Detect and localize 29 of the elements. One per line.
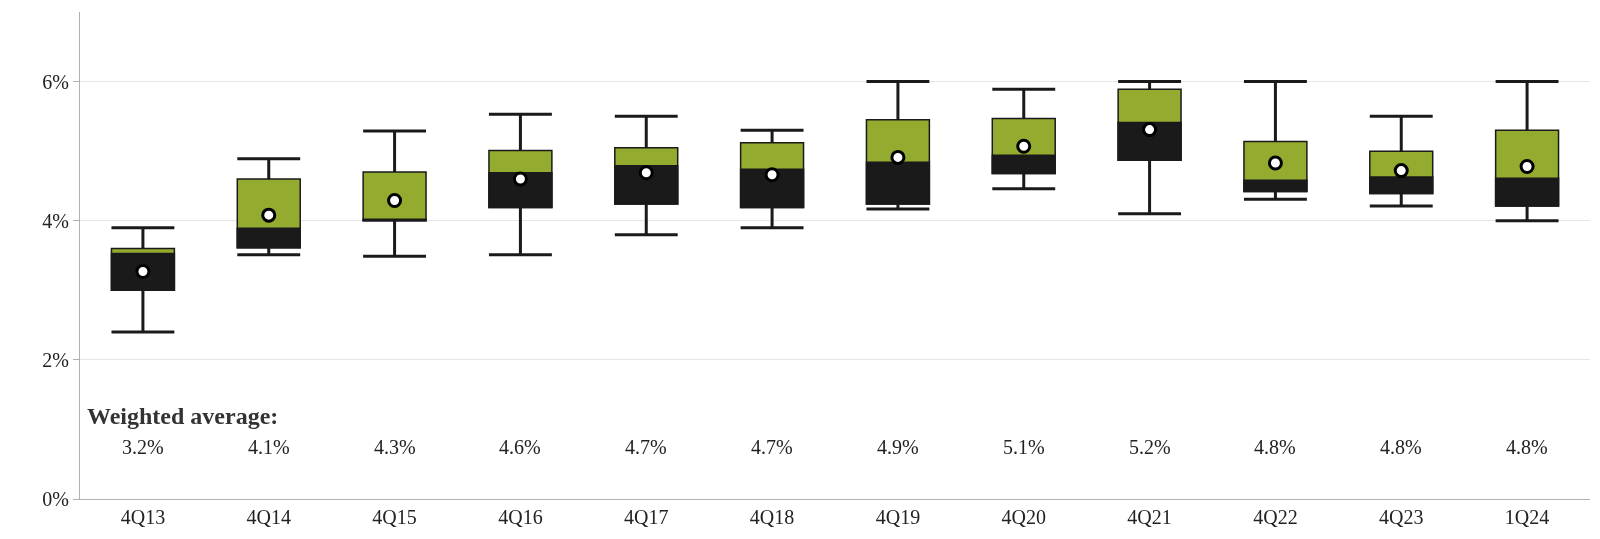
annotation: 4.1%	[248, 436, 290, 458]
y-tick-label: 4%	[42, 209, 69, 232]
annotation: 5.2%	[1129, 436, 1171, 458]
x-tick-label: 4Q23	[1379, 506, 1424, 528]
annotation: 5.1%	[1003, 436, 1045, 458]
annotation: Weighted average:	[87, 403, 279, 429]
x-tick-label: 4Q15	[372, 506, 417, 528]
x-tick-label: 1Q24	[1504, 506, 1550, 528]
x-tick-label: 4Q19	[875, 506, 921, 528]
x-tick-label: 4Q21	[1127, 506, 1172, 528]
y-tick-label: 0%	[42, 488, 69, 510]
annotation: 4.8%	[1380, 436, 1422, 458]
x-tick-label: 4Q20	[1001, 506, 1046, 528]
x-tick-label: 4Q14	[246, 506, 291, 528]
annotation: 3.2%	[122, 436, 164, 458]
x-tick-label: 4Q17	[624, 506, 669, 528]
annotation: 4.8%	[1254, 436, 1296, 458]
annotation: 4.8%	[1506, 436, 1548, 458]
y-tick-label: 6%	[42, 70, 69, 93]
annotation: 4.7%	[625, 436, 667, 458]
y-tick-label: 2%	[42, 348, 69, 371]
annotation: 4.3%	[374, 436, 416, 458]
annotation: 4.6%	[499, 436, 541, 458]
x-tick-label: 4Q16	[498, 506, 543, 528]
x-tick-label: 4Q18	[749, 506, 795, 528]
annotation: 4.7%	[751, 436, 793, 458]
x-tick-label: 4Q13	[120, 506, 166, 528]
annotation: 4.9%	[877, 436, 919, 458]
x-tick-label: 4Q22	[1253, 506, 1298, 528]
